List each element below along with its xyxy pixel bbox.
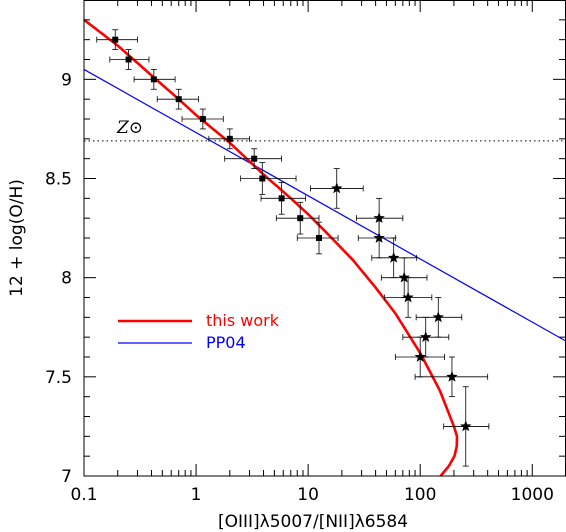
square-point — [297, 215, 304, 222]
star-point — [398, 271, 410, 283]
star-point — [373, 232, 385, 243]
x-tick-label: 1000 — [511, 485, 554, 505]
this-work-curve — [83, 18, 459, 477]
star-point — [387, 251, 400, 263]
square-point — [150, 76, 157, 83]
y-tick-label: 7.5 — [45, 368, 72, 388]
legend: this work PP04 — [118, 311, 280, 352]
x-tick-label: 10 — [297, 485, 319, 505]
square-point — [175, 96, 182, 103]
square-point — [125, 56, 132, 63]
solar-label: Z⊙ — [116, 118, 143, 138]
y-tick-label: 8 — [61, 269, 72, 289]
square-point — [278, 195, 285, 202]
y-tick-label: 7 — [61, 467, 72, 487]
legend-label-1: PP04 — [206, 333, 246, 352]
square-point — [199, 116, 206, 122]
star-point — [373, 212, 385, 224]
square-point — [226, 135, 233, 142]
fit-lines-layer: Z⊙ — [83, 18, 566, 477]
x-axis-title: [OIII]λ5007/[NII]λ6584 — [218, 512, 408, 532]
star-point — [402, 291, 414, 303]
square-point — [259, 175, 266, 182]
axes-layer: 0.1 1 10 100 1000 7 7.5 8 8.5 9 [OIII]λ5007/[NII]λ… — [7, 0, 566, 532]
legend-label-0: this work — [206, 311, 280, 330]
star-point — [331, 182, 343, 194]
star-point — [446, 370, 458, 382]
square-point — [251, 155, 258, 162]
x-tick-label: 0.1 — [70, 485, 97, 505]
y-tick-label: 9 — [61, 70, 72, 90]
data-points-layer — [96, 29, 490, 467]
y-axis-title: 12 + log(O/H) — [7, 179, 27, 297]
square-point-7-errorbars — [240, 162, 297, 195]
x-tick-label: 100 — [404, 485, 436, 505]
square-point — [112, 36, 119, 43]
star-point — [414, 351, 426, 362]
star-point — [432, 311, 444, 323]
pp04-line — [83, 68, 566, 342]
y-tick-label: 8.5 — [45, 170, 72, 190]
star-point — [420, 331, 432, 343]
x-tick-label: 1 — [191, 485, 202, 505]
square-point — [315, 235, 322, 241]
star-point — [460, 420, 472, 432]
